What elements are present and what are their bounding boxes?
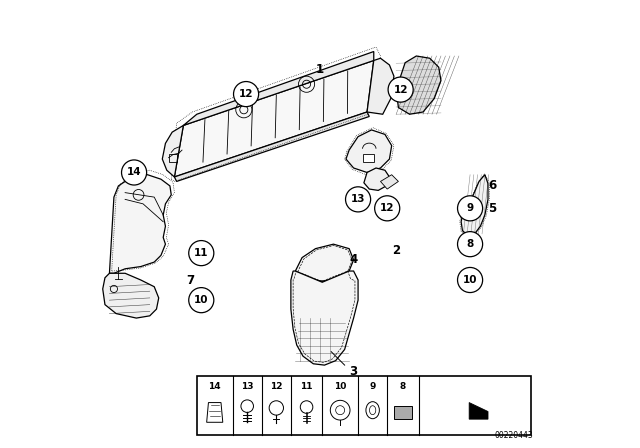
Polygon shape [163,125,184,177]
Text: 10: 10 [194,295,209,305]
Text: 8: 8 [400,382,406,391]
Text: 11: 11 [194,248,209,258]
Text: 6: 6 [488,179,497,193]
Text: 7: 7 [186,273,194,287]
Text: 12: 12 [270,382,282,391]
Circle shape [234,82,259,107]
Text: 3: 3 [349,365,358,379]
Text: 10: 10 [463,275,477,285]
Circle shape [458,196,483,221]
Text: 4: 4 [349,253,358,267]
Text: 8: 8 [467,239,474,249]
Text: 12: 12 [394,85,408,95]
Circle shape [189,288,214,313]
Polygon shape [184,52,374,125]
Circle shape [374,196,400,221]
Circle shape [388,77,413,102]
Polygon shape [103,273,159,318]
Circle shape [346,187,371,212]
Polygon shape [396,56,441,114]
Polygon shape [461,175,488,235]
Polygon shape [380,175,398,189]
Polygon shape [174,112,369,181]
Circle shape [189,241,214,266]
Polygon shape [367,58,394,114]
Text: 00220443: 00220443 [494,431,533,440]
Bar [197,376,531,435]
Circle shape [122,160,147,185]
Text: 12: 12 [239,89,253,99]
Bar [169,154,177,162]
Text: 9: 9 [369,382,376,391]
Bar [394,406,412,419]
Polygon shape [346,130,392,172]
Text: 14: 14 [127,168,141,177]
Text: 12: 12 [380,203,394,213]
Polygon shape [296,244,353,281]
Text: 9: 9 [467,203,474,213]
Polygon shape [109,175,172,273]
Circle shape [458,267,483,293]
Text: 2: 2 [392,244,400,258]
Text: 10: 10 [334,382,346,391]
Text: 5: 5 [488,202,497,215]
Text: 13: 13 [241,382,253,391]
Polygon shape [174,60,374,177]
Text: 14: 14 [209,382,221,391]
Bar [362,154,374,162]
Polygon shape [469,403,488,419]
Text: 1: 1 [316,63,324,76]
Polygon shape [291,271,358,365]
Text: 13: 13 [351,194,365,204]
Circle shape [458,232,483,257]
Polygon shape [364,168,389,190]
Text: 11: 11 [300,382,313,391]
